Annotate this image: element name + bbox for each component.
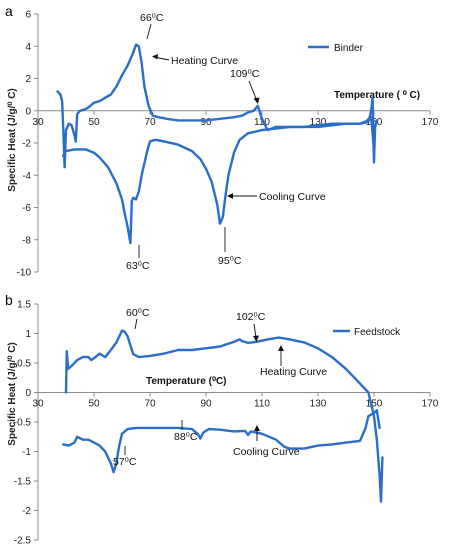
annotation-57c: 57⁰C xyxy=(113,456,137,468)
annotation-cooling-curve-a: Cooling Curve xyxy=(259,191,326,203)
x-tick-label: 30 xyxy=(32,399,44,410)
panel-b-series-heating-line xyxy=(64,329,384,503)
panel-a-legend-label: Binder xyxy=(334,43,364,54)
annotation-109c: 109⁰C xyxy=(230,68,260,80)
y-tick-label: 1.5 xyxy=(17,300,31,311)
y-tick-label: 1 xyxy=(25,329,31,340)
y-tick-label: 0 xyxy=(25,388,31,399)
y-tick-label: 4 xyxy=(25,42,31,53)
annotation-95c: 95⁰C xyxy=(218,255,242,267)
x-tick-label: 90 xyxy=(200,117,212,128)
y-tick-label: -2 xyxy=(22,139,31,150)
panel-a-x-axis-title: Temperature ( ⁰ C) xyxy=(334,90,420,101)
y-tick-label: -1 xyxy=(22,447,31,458)
panel-a-y-axis-title: Specific Heat (J/g/⁰ C) xyxy=(7,88,18,191)
panel-b-x-axis-title: Temperature (⁰C) xyxy=(146,376,227,387)
x-tick-label: 110 xyxy=(254,117,270,128)
y-tick-label: -6 xyxy=(22,203,31,214)
annotation-60c: 60⁰C xyxy=(126,307,150,319)
panel-b-legend-label: Feedstock xyxy=(354,327,401,338)
x-tick-label: 170 xyxy=(422,117,439,128)
annotation-heating-curve-b: Heating Curve xyxy=(260,366,327,378)
annotation-102c: 102⁰C xyxy=(236,311,266,323)
panel-a-series-cooling-line xyxy=(62,116,376,245)
panel-b-series-cooling-line xyxy=(62,409,381,474)
panel-b-label: b xyxy=(5,292,13,308)
annotation-66c: 66⁰C xyxy=(140,12,164,24)
panel-a: a Specific Heat (J/g/⁰ C) Temperature ( … xyxy=(5,3,439,279)
panel-b: b Specific Heat (J/g/⁰ C) Temperature (⁰… xyxy=(5,292,439,547)
y-tick-label: -8 xyxy=(22,235,31,246)
y-tick-label: -2.5 xyxy=(14,536,32,547)
y-tick-label: 0.5 xyxy=(17,359,31,370)
y-tick-label: -0.5 xyxy=(14,418,32,429)
panel-a-series-heating-line xyxy=(56,43,378,169)
panel-b-y-axis-title: Specific Heat (J/g/⁰ C) xyxy=(7,342,18,445)
annotation-63c: 63⁰C xyxy=(126,260,150,272)
x-tick-label: 170 xyxy=(422,399,439,410)
x-tick-label: 150 xyxy=(366,399,383,410)
x-tick-label: 110 xyxy=(254,399,270,410)
annotation-cooling-curve-b: Cooling Curve xyxy=(233,446,300,458)
annotation-heating-curve-a: Heating Curve xyxy=(171,55,238,67)
x-tick-label: 90 xyxy=(200,399,212,410)
y-tick-label: 2 xyxy=(25,74,31,85)
y-tick-label: -2 xyxy=(22,506,31,517)
x-tick-label: 50 xyxy=(88,399,100,410)
y-tick-label: -4 xyxy=(22,171,31,182)
x-tick-label: 70 xyxy=(144,399,156,410)
x-tick-label: 30 xyxy=(32,117,44,128)
x-tick-label: 70 xyxy=(144,117,156,128)
y-tick-label: -10 xyxy=(17,268,32,279)
x-tick-label: 50 xyxy=(88,117,100,128)
y-tick-label: 6 xyxy=(25,10,31,21)
x-tick-label: 130 xyxy=(310,117,327,128)
x-tick-label: 130 xyxy=(310,399,327,410)
y-tick-label: -1.5 xyxy=(14,477,32,488)
annotation-88c: 88⁰C xyxy=(174,431,198,443)
panel-a-label: a xyxy=(5,3,13,19)
y-tick-label: 0 xyxy=(25,106,31,117)
